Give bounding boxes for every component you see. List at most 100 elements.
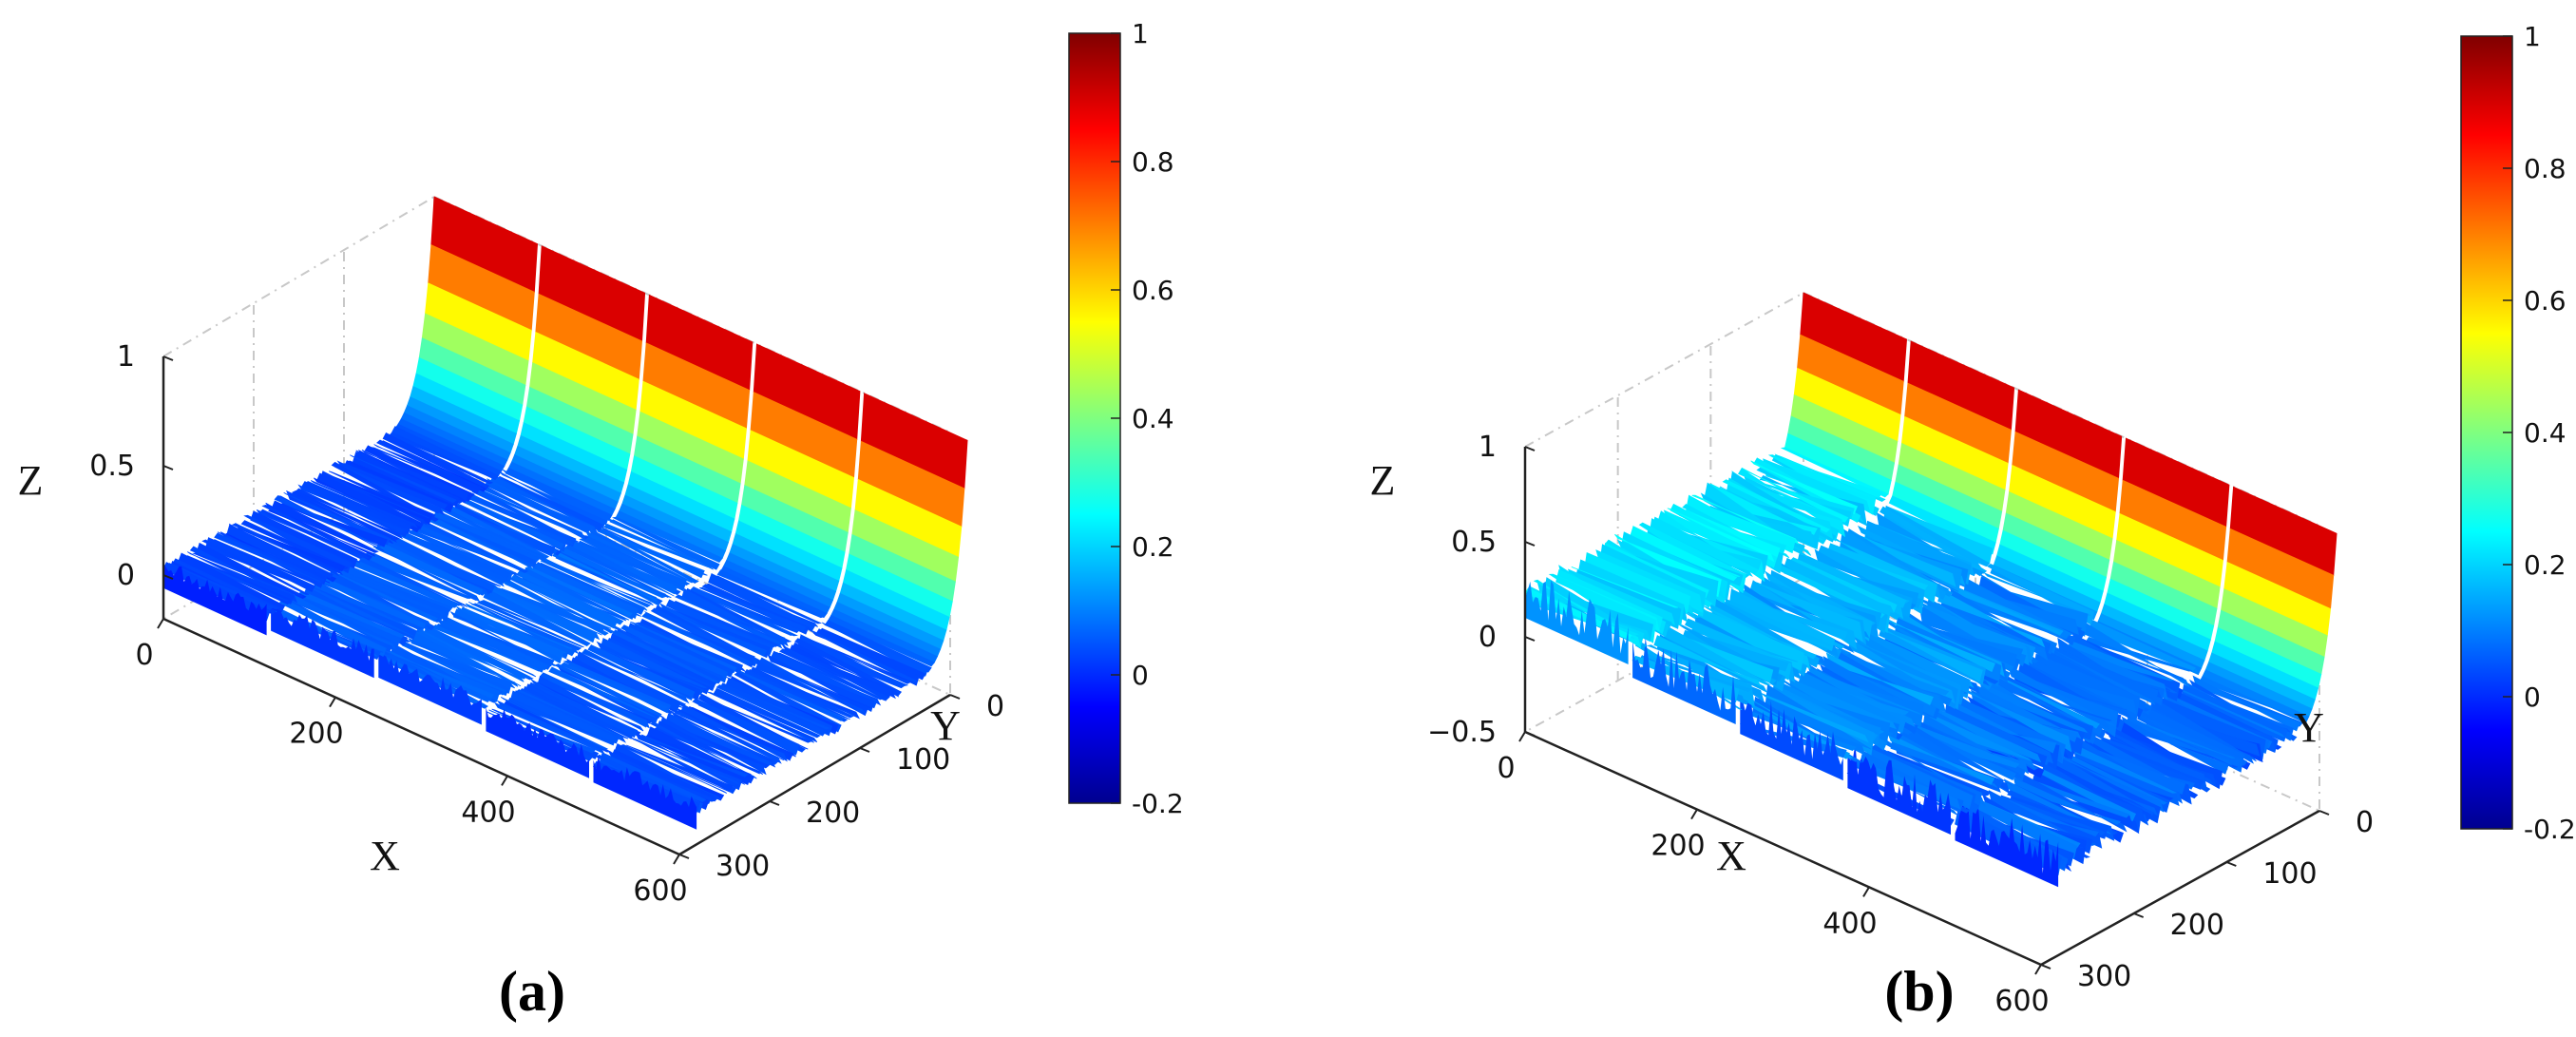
surface-patch	[554, 663, 662, 720]
grid-line	[162, 196, 435, 357]
y-tick-label: 300	[716, 850, 770, 883]
surface-patch	[1761, 693, 1869, 743]
colorbar-b: 1 0.8 0.6 0.4 0.2 0 -0.2	[2460, 21, 2576, 845]
x-tick-label: 0	[1497, 752, 1515, 785]
colorbar-tick-label: 0.4	[1132, 403, 1174, 434]
surface-ridge	[270, 245, 646, 679]
y-axis-title: Y	[2294, 704, 2324, 751]
y-tick	[769, 800, 780, 806]
x-tick-label: 400	[1822, 907, 1877, 940]
surface-patch	[226, 524, 334, 579]
surface-patch	[560, 662, 669, 710]
surface-patch	[699, 586, 807, 632]
colorbar-tick-label: 0.2	[1132, 531, 1174, 563]
z-tick	[162, 355, 174, 361]
surface-patch	[713, 687, 821, 739]
surface-patch	[615, 510, 723, 563]
surface-patch	[587, 644, 696, 701]
surface-patch	[201, 539, 310, 595]
surface-patch	[500, 697, 609, 750]
y-tick	[2040, 964, 2051, 970]
z-axis-title: Z	[18, 457, 44, 504]
surface-patch	[827, 614, 935, 667]
surface-patch	[781, 644, 890, 701]
z-tick-label: 0	[1479, 621, 1497, 654]
surface-ridge	[592, 393, 968, 830]
surface-patch	[539, 672, 647, 728]
surface-patch	[231, 523, 339, 577]
surface-front-edge	[271, 607, 374, 679]
surface-patch	[779, 648, 887, 701]
surface-patch	[690, 586, 798, 637]
colorbar-tick-label: 1	[2524, 21, 2541, 52]
colorbar-tick-label: 0.4	[2524, 417, 2566, 449]
surface-patch	[626, 744, 734, 792]
surface-patch	[474, 603, 582, 651]
colorbar-tick-label: 0.8	[2524, 153, 2566, 184]
surface-patch	[725, 677, 833, 737]
surface-patch	[361, 449, 469, 503]
x-axis-title: X	[370, 833, 400, 879]
surface-front-edge	[1740, 694, 1843, 781]
surface-patch	[476, 601, 584, 648]
surface-patch	[2013, 777, 2121, 825]
axes-a: 0 200 400 600 0 100 200 300 0 0.5 1 Z X Y	[18, 340, 1005, 908]
surface-patch	[649, 721, 757, 779]
surface-front-edge	[163, 563, 267, 636]
x-tick-label: 200	[289, 718, 343, 751]
x-tick	[1518, 731, 1526, 742]
surface-patch	[297, 484, 406, 534]
surface-patch	[707, 691, 814, 743]
y-tick-label: 0	[986, 690, 1004, 723]
z-tick	[162, 465, 174, 470]
y-tick-label: 100	[896, 743, 950, 777]
surface-patch	[614, 743, 721, 800]
surface-patch	[493, 701, 601, 753]
surface-ridge	[1631, 340, 2015, 724]
surface-patch	[261, 504, 371, 559]
surface-front-edge	[1955, 799, 2059, 888]
surface-patch	[767, 654, 875, 712]
surface-patch	[214, 532, 321, 583]
surface-patch	[679, 703, 788, 762]
surface-ridge	[486, 343, 861, 778]
x-tick	[1690, 809, 1698, 820]
surface-patch	[256, 509, 364, 559]
x-axis-title: X	[1716, 833, 1746, 879]
surface-patch	[1780, 447, 1889, 498]
surface-front-edge	[1632, 637, 1736, 724]
surface-patch	[295, 488, 404, 540]
surface-patch	[310, 480, 418, 528]
y-axis-line	[678, 693, 951, 856]
surface-patch	[1750, 460, 1859, 515]
surface-patch	[563, 545, 672, 599]
surface-patch	[603, 523, 711, 567]
surface-patch	[1722, 479, 1830, 533]
surface-patch	[584, 530, 693, 584]
surface-patch	[479, 600, 587, 645]
surface-patch	[658, 603, 768, 657]
panel-label-a: (a)	[499, 960, 565, 1023]
x-tick-label: 200	[1651, 830, 1705, 863]
surface-patch	[1653, 635, 1762, 687]
x-tick	[157, 618, 164, 629]
y-tick	[2225, 861, 2237, 867]
z-tick-label: 1	[1479, 431, 1497, 464]
x-axis-line	[1524, 730, 2042, 967]
surface-ridge	[1740, 389, 2123, 781]
surface-patch	[274, 495, 382, 547]
surface-patch	[2192, 675, 2300, 732]
y-tick-label: 200	[2170, 909, 2224, 942]
surface-patch	[716, 569, 826, 619]
surface-patch	[548, 666, 656, 718]
surface-front-edge	[486, 706, 589, 778]
x-tick-label: 600	[1994, 985, 2049, 1018]
z-tick	[1524, 731, 1536, 737]
z-tick	[162, 574, 174, 580]
surface-patch	[1825, 652, 1934, 706]
surface-patch	[489, 474, 599, 533]
surface-ridge	[1955, 486, 2337, 888]
z-tick-label: 0	[117, 559, 135, 592]
y-tick	[859, 747, 870, 753]
